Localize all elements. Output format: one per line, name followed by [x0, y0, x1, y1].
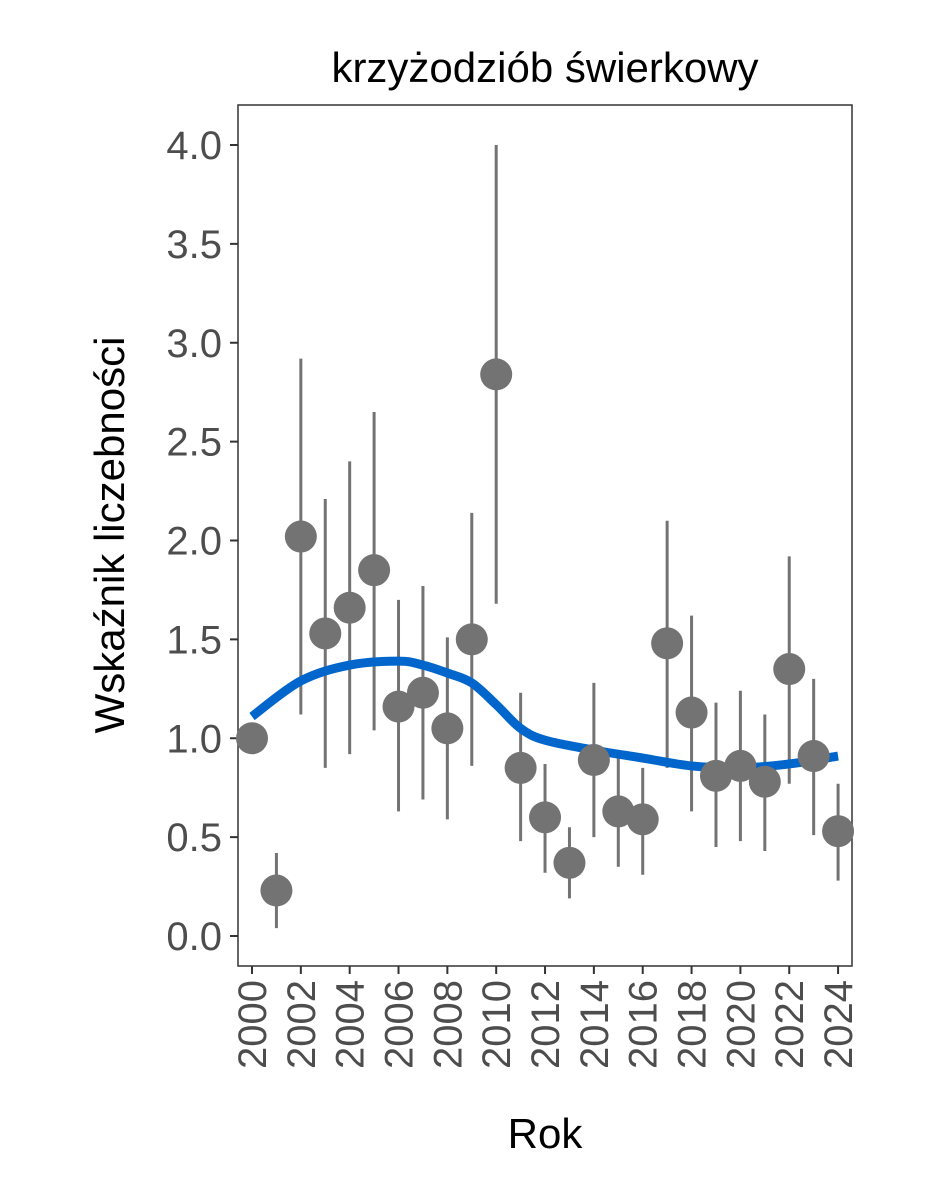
- x-tick-label: 2024: [817, 980, 861, 1069]
- x-tick-label: 2010: [475, 980, 519, 1069]
- data-point: [651, 627, 684, 660]
- x-tick-label: 2022: [768, 980, 812, 1069]
- x-tick-label: 2006: [378, 980, 422, 1069]
- x-axis-label: Rok: [508, 1110, 584, 1157]
- data-point: [822, 815, 855, 848]
- data-point: [236, 722, 268, 755]
- x-tick-label: 2012: [524, 980, 568, 1069]
- y-tick-label: 2.5: [166, 421, 222, 465]
- x-tick-label: 2014: [573, 980, 617, 1069]
- x-tick-label: 2004: [329, 980, 373, 1069]
- y-tick-label: 0.5: [166, 816, 222, 860]
- data-point: [455, 623, 488, 656]
- data-point: [773, 653, 806, 686]
- x-tick-label: 2000: [231, 980, 275, 1069]
- data-point: [724, 749, 757, 782]
- data-point: [504, 751, 537, 784]
- data-point: [480, 358, 513, 391]
- chart-title: krzyżodziób świerkowy: [331, 44, 758, 91]
- y-tick-label: 1.0: [166, 717, 222, 761]
- y-tick-label: 3.5: [166, 223, 222, 267]
- y-tick-label: 0.0: [166, 915, 222, 959]
- data-point: [431, 712, 464, 745]
- y-tick-label: 3.0: [166, 322, 222, 366]
- y-axis-label: Wskaźnik liczebności: [86, 337, 133, 734]
- x-tick-label: 2018: [671, 980, 715, 1069]
- data-point: [333, 591, 366, 624]
- data-point: [602, 795, 635, 828]
- x-tick-label: 2020: [719, 980, 763, 1069]
- data-point: [675, 696, 708, 729]
- x-tick-label: 2016: [622, 980, 666, 1069]
- data-point: [406, 676, 439, 709]
- x-tick-label: 2008: [426, 980, 470, 1069]
- data-point: [699, 759, 732, 792]
- data-point: [529, 801, 562, 834]
- data-point: [284, 520, 317, 553]
- data-point: [797, 740, 830, 773]
- data-point: [553, 846, 586, 879]
- y-tick-label: 1.5: [166, 618, 222, 662]
- y-tick-label: 4.0: [166, 124, 222, 168]
- data-point: [626, 803, 659, 836]
- data-point: [748, 765, 781, 798]
- data-point: [382, 690, 415, 723]
- data-point: [260, 874, 293, 907]
- y-tick-label: 2.0: [166, 520, 222, 564]
- data-point: [577, 744, 610, 777]
- data-point: [309, 617, 342, 650]
- x-tick-label: 2002: [280, 980, 324, 1069]
- data-point: [358, 554, 391, 587]
- trend-line: [249, 656, 839, 773]
